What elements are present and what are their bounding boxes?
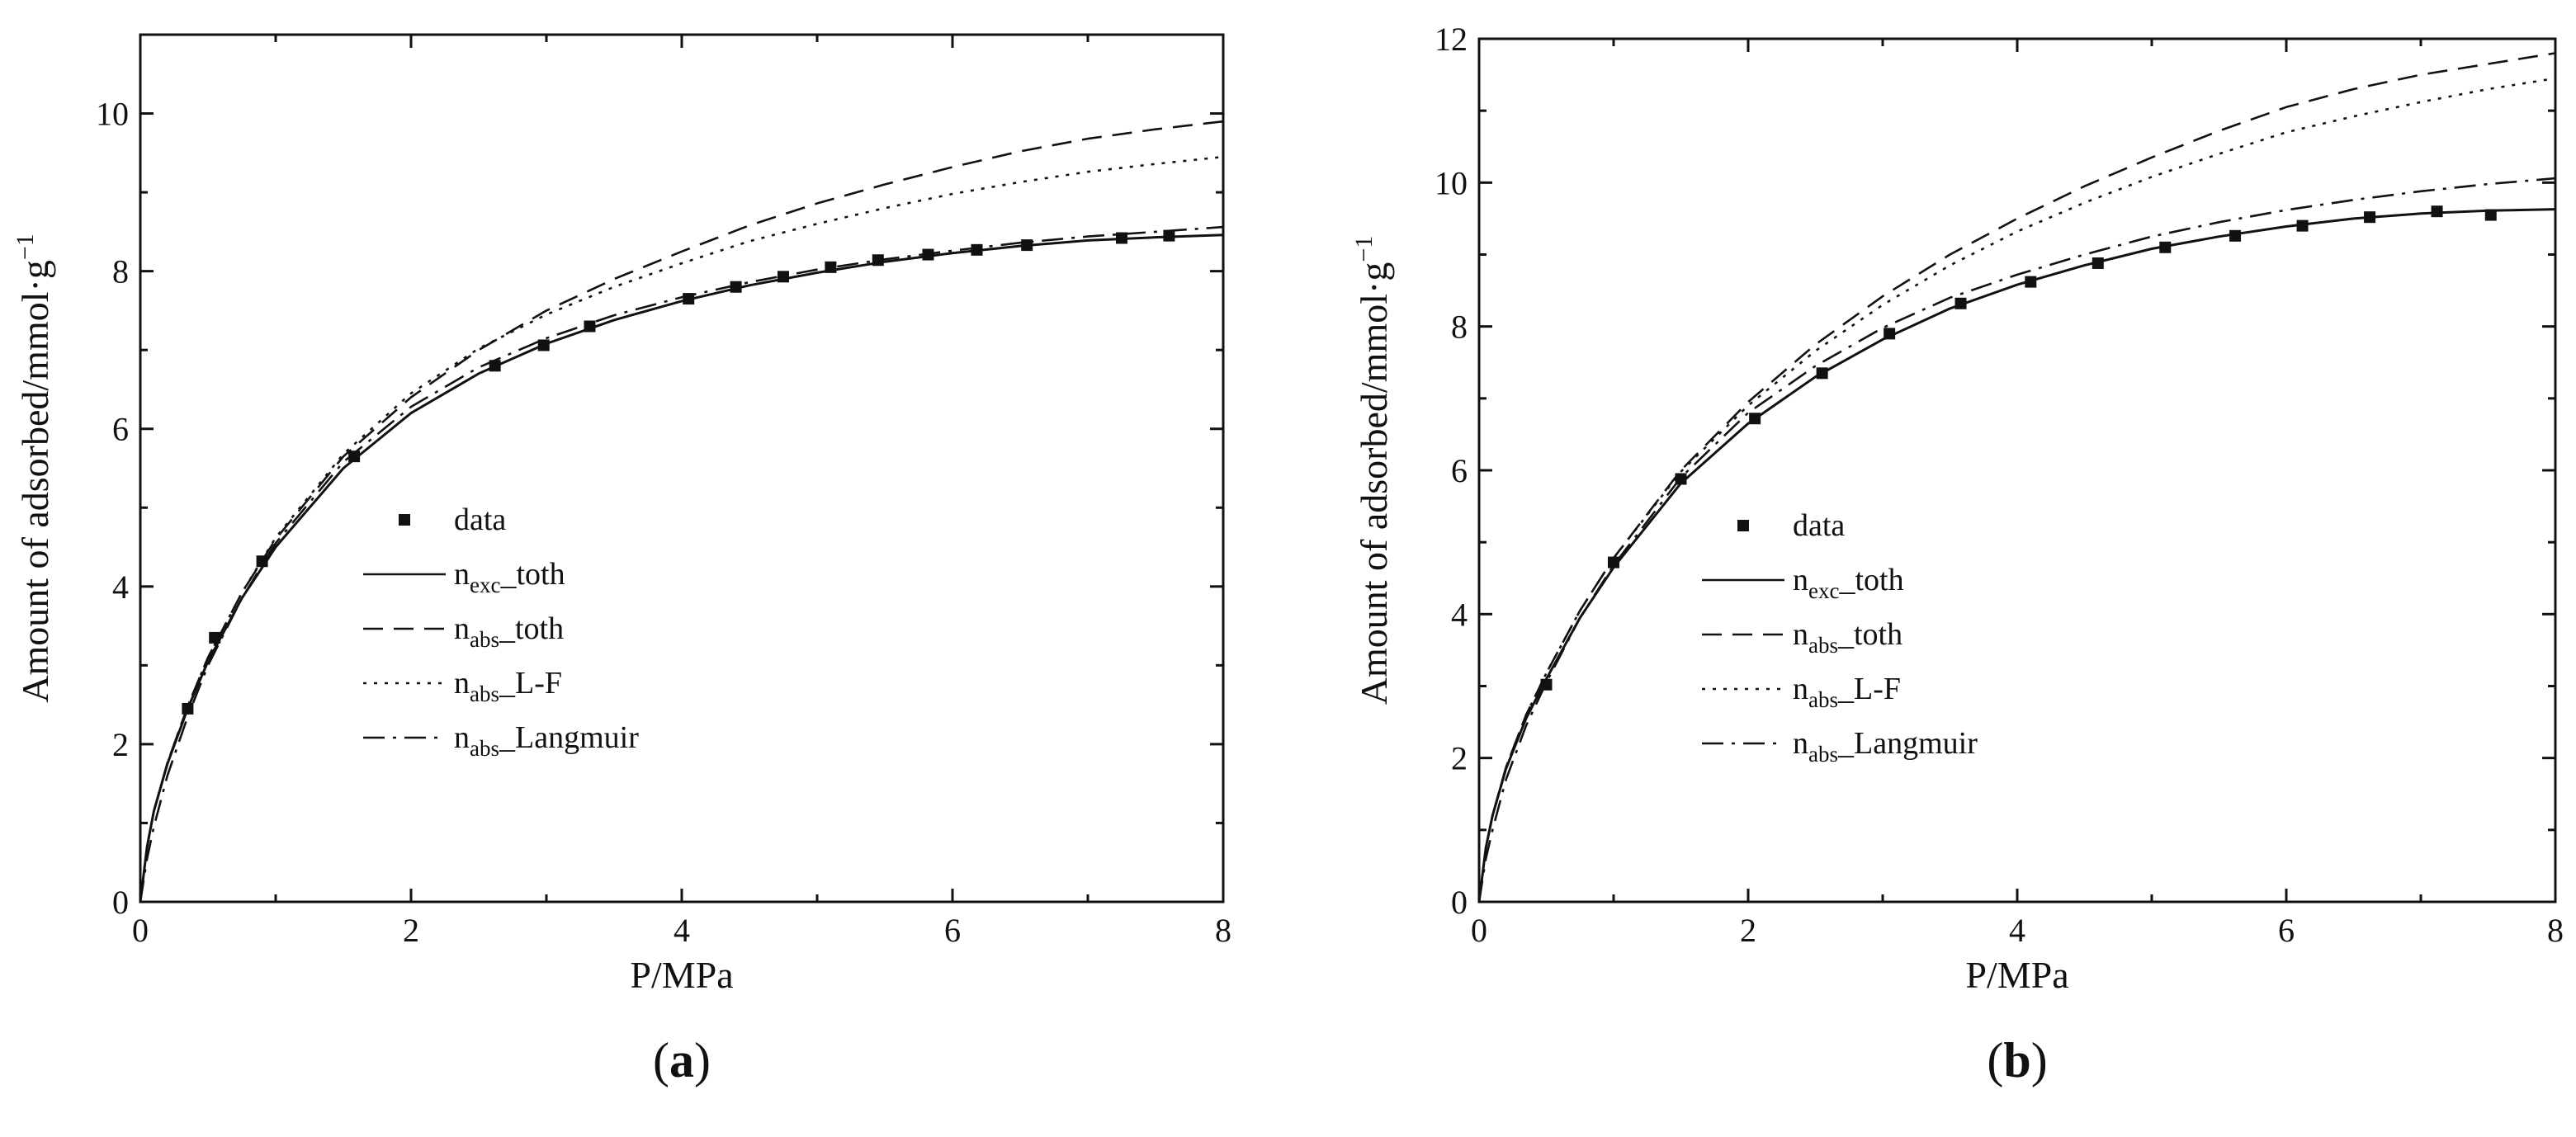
x-tick-label: 6 — [2278, 912, 2295, 949]
legend-label-subscript: abs — [1808, 633, 1838, 658]
series-line-dotted — [139, 155, 1224, 903]
legend-label-main: n — [454, 557, 470, 592]
panel-label-open: ( — [1987, 1033, 2003, 1087]
legend-label: data — [1793, 508, 1845, 543]
legend-label-main: n — [1793, 726, 1808, 761]
y-tick-label: 8 — [1451, 309, 1468, 346]
y-tick-label: 10 — [1435, 164, 1468, 201]
legend-label-subscript: abs — [470, 682, 499, 706]
panel-label-letter: a — [669, 1033, 694, 1087]
y-axis-title-text: Amount of adsorbed/mmol·g — [1353, 262, 1395, 705]
y-tick-label: 4 — [1451, 596, 1468, 633]
chart-panel-a: 0 2 4 6 8 0 2 4 6 8 10 P/MPa Amount of adsorbed/mmol… — [12, 33, 1231, 1087]
x-tick-label: 4 — [2009, 912, 2025, 949]
x-tick-label: 6 — [944, 912, 961, 949]
series-line-solid — [1477, 208, 2556, 903]
legend-label-suffix: _toth — [499, 557, 565, 592]
data-point — [2484, 209, 2497, 221]
legend: datanexc_tothnabs_tothnabs_L-Fnabs_Langm… — [363, 502, 639, 761]
panel-label: (b) — [1987, 1033, 2047, 1087]
series-line-dotted — [1477, 77, 2556, 903]
series-line-dashdot — [1477, 177, 2556, 903]
panel-label-letter: b — [2003, 1033, 2030, 1087]
data-point — [348, 451, 361, 463]
legend-label: nexc_toth — [1793, 563, 1904, 603]
legend-marker — [1737, 520, 1749, 531]
legend-label: nexc_toth — [454, 557, 565, 597]
y-tick-label: 2 — [112, 726, 129, 763]
legend-label-suffix: _toth — [1837, 617, 1902, 652]
series-line-dashdot — [139, 225, 1224, 903]
y-tick-label: 0 — [1451, 884, 1468, 921]
y-tick-label: 2 — [1451, 740, 1468, 777]
plot-frame — [1477, 37, 2557, 903]
legend-label-suffix: _toth — [1838, 563, 1903, 597]
legend-label: nabs_L-F — [1793, 672, 1901, 712]
x-tick-label: 8 — [1215, 912, 1231, 949]
legend-label-main: n — [454, 611, 470, 646]
legend-label-main: n — [1793, 672, 1808, 706]
x-axis-title: P/MPa — [630, 954, 733, 996]
chart-panel-b: 0 2 4 6 8 0 2 4 6 8 10 12 P/MPa Amount of adsorbed/mm… — [1350, 21, 2564, 1087]
legend-marker — [399, 514, 410, 526]
legend-label-subscript: abs — [1808, 742, 1838, 767]
legend-label: data — [454, 502, 506, 537]
x-tick-label: 2 — [403, 912, 419, 949]
y-tick-label: 4 — [112, 568, 129, 606]
y-tick-label: 6 — [1451, 452, 1468, 489]
legend-label-main: data — [454, 502, 506, 537]
x-tick-label: 0 — [132, 912, 149, 949]
y-tick-label: 12 — [1435, 21, 1468, 58]
y-tick-label: 0 — [112, 884, 129, 921]
legend-label-suffix: _L-F — [1837, 672, 1901, 706]
legend-label-suffix: _toth — [499, 611, 564, 646]
legend-label: nabs_toth — [1793, 617, 1902, 658]
legend-label: nabs_Langmuir — [454, 720, 639, 761]
legend: datanexc_tothnabs_tothnabs_L-Fnabs_Langm… — [1702, 508, 1978, 767]
legend-label-subscript: abs — [1808, 687, 1838, 712]
y-tick-label: 8 — [112, 253, 129, 290]
x-axis-title: P/MPa — [1965, 954, 2068, 996]
series-line-solid — [139, 234, 1224, 903]
panel-label-close: ) — [694, 1033, 711, 1087]
legend-label-subscript: abs — [470, 627, 499, 652]
y-axis-title: Amount of adsorbed/mmol·g−1 — [12, 234, 56, 703]
legend-label-main: n — [1793, 563, 1808, 597]
y-axis-title-superscript: −1 — [1350, 236, 1378, 262]
legend-label-suffix: _Langmuir — [499, 720, 639, 755]
panel-label: (a) — [653, 1033, 711, 1087]
series-line-dashed — [1477, 52, 2556, 903]
legend-label-subscript: exc — [1808, 578, 1839, 603]
legend-label-main: n — [454, 720, 470, 755]
panel-label-open: ( — [653, 1033, 669, 1087]
legend-label: nabs_toth — [454, 611, 564, 652]
data-point — [2431, 205, 2443, 218]
y-axis-title: Amount of adsorbed/mmol·g−1 — [1350, 236, 1395, 705]
legend-label-main: n — [1793, 617, 1808, 652]
y-tick-label: 6 — [112, 411, 129, 448]
x-tick-label: 4 — [674, 912, 690, 949]
legend-label-suffix: _Langmuir — [1837, 726, 1978, 761]
legend-label-main: data — [1793, 508, 1845, 543]
y-tick-label: 10 — [96, 96, 129, 133]
y-axis-title-text: Amount of adsorbed/mmol·g — [14, 260, 56, 703]
data-points-b — [1540, 205, 2497, 691]
plot-frame — [139, 33, 1225, 903]
y-axis-title-superscript: −1 — [12, 234, 39, 260]
x-tick-label: 0 — [1471, 912, 1487, 949]
legend-label-main: n — [454, 666, 470, 701]
legend-label-suffix: _L-F — [499, 666, 562, 701]
data-point — [209, 631, 221, 644]
x-tick-label: 8 — [2547, 912, 2564, 949]
legend-label: nabs_L-F — [454, 666, 562, 706]
x-tick-label: 2 — [1740, 912, 1756, 949]
legend-label-subscript: exc — [470, 573, 500, 597]
legend-label: nabs_Langmuir — [1793, 726, 1978, 767]
legend-label-subscript: abs — [470, 736, 499, 761]
panel-label-close: ) — [2031, 1033, 2048, 1087]
